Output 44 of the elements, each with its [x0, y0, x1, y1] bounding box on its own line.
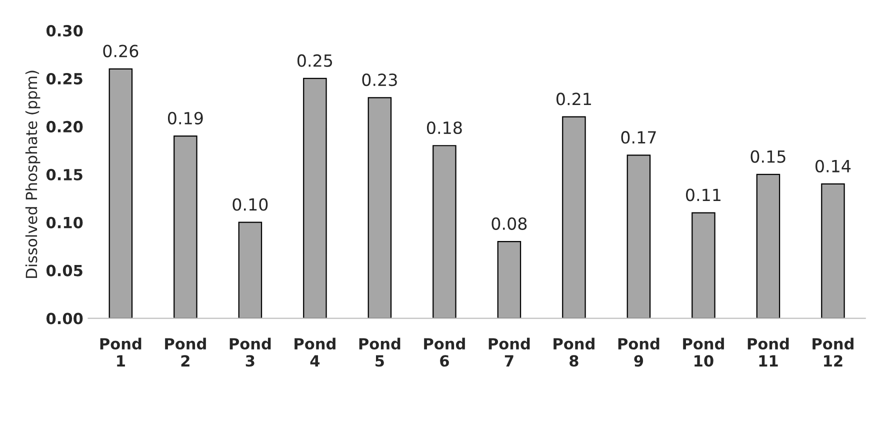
x-tick-label: Pond 5	[359, 338, 400, 367]
x-tick-label: Pond 4	[294, 338, 336, 366]
bar	[108, 68, 133, 318]
data-label: 0.10	[232, 198, 268, 211]
y-tick-label: 0.05	[46, 264, 82, 276]
y-tick-label: 0.00	[46, 312, 83, 324]
y-tick-label: 0.20	[46, 120, 83, 132]
data-label: 0.25	[297, 54, 332, 67]
bar	[303, 78, 327, 318]
y-axis-title: Dissolved Phosphate (ppm)	[25, 70, 40, 278]
x-tick-label: Pond 1	[100, 338, 142, 366]
bar	[692, 212, 716, 318]
bar	[174, 135, 198, 318]
x-tick-label: Pond 2	[165, 338, 206, 366]
data-label: 0.17	[621, 131, 656, 144]
x-tick-label: Pond 7	[488, 338, 530, 366]
x-tick-label: Pond 11	[748, 338, 789, 366]
data-label: 0.18	[426, 121, 462, 134]
y-tick-label: 0.10	[46, 216, 83, 228]
data-label: 0.26	[103, 44, 138, 58]
data-label: 0.23	[362, 73, 397, 86]
data-label: 0.15	[750, 150, 786, 163]
x-tick-label: Pond 8	[554, 338, 594, 367]
bar	[821, 183, 845, 318]
y-tick-label: 0.25	[46, 72, 82, 84]
bar	[497, 240, 522, 318]
x-tick-label: Pond 3	[230, 338, 271, 367]
bar	[368, 97, 392, 318]
data-label: 0.08	[492, 217, 527, 230]
x-tick-label: Pond 10	[683, 338, 724, 367]
x-tick-label: Pond 9	[618, 338, 660, 367]
y-tick-label: 0.15	[46, 168, 82, 180]
bar	[432, 145, 456, 318]
y-tick-label: 0.30	[46, 24, 83, 37]
data-label: 0.21	[556, 92, 591, 106]
bar	[562, 116, 586, 318]
x-tick-label: Pond 12	[812, 338, 854, 366]
bar	[756, 174, 780, 318]
data-label: 0.14	[816, 160, 851, 172]
bar	[238, 222, 262, 318]
data-label: 0.19	[168, 112, 203, 124]
x-tick-label: Pond 6	[424, 338, 465, 367]
data-label: 0.11	[686, 188, 720, 202]
bar	[626, 154, 651, 318]
